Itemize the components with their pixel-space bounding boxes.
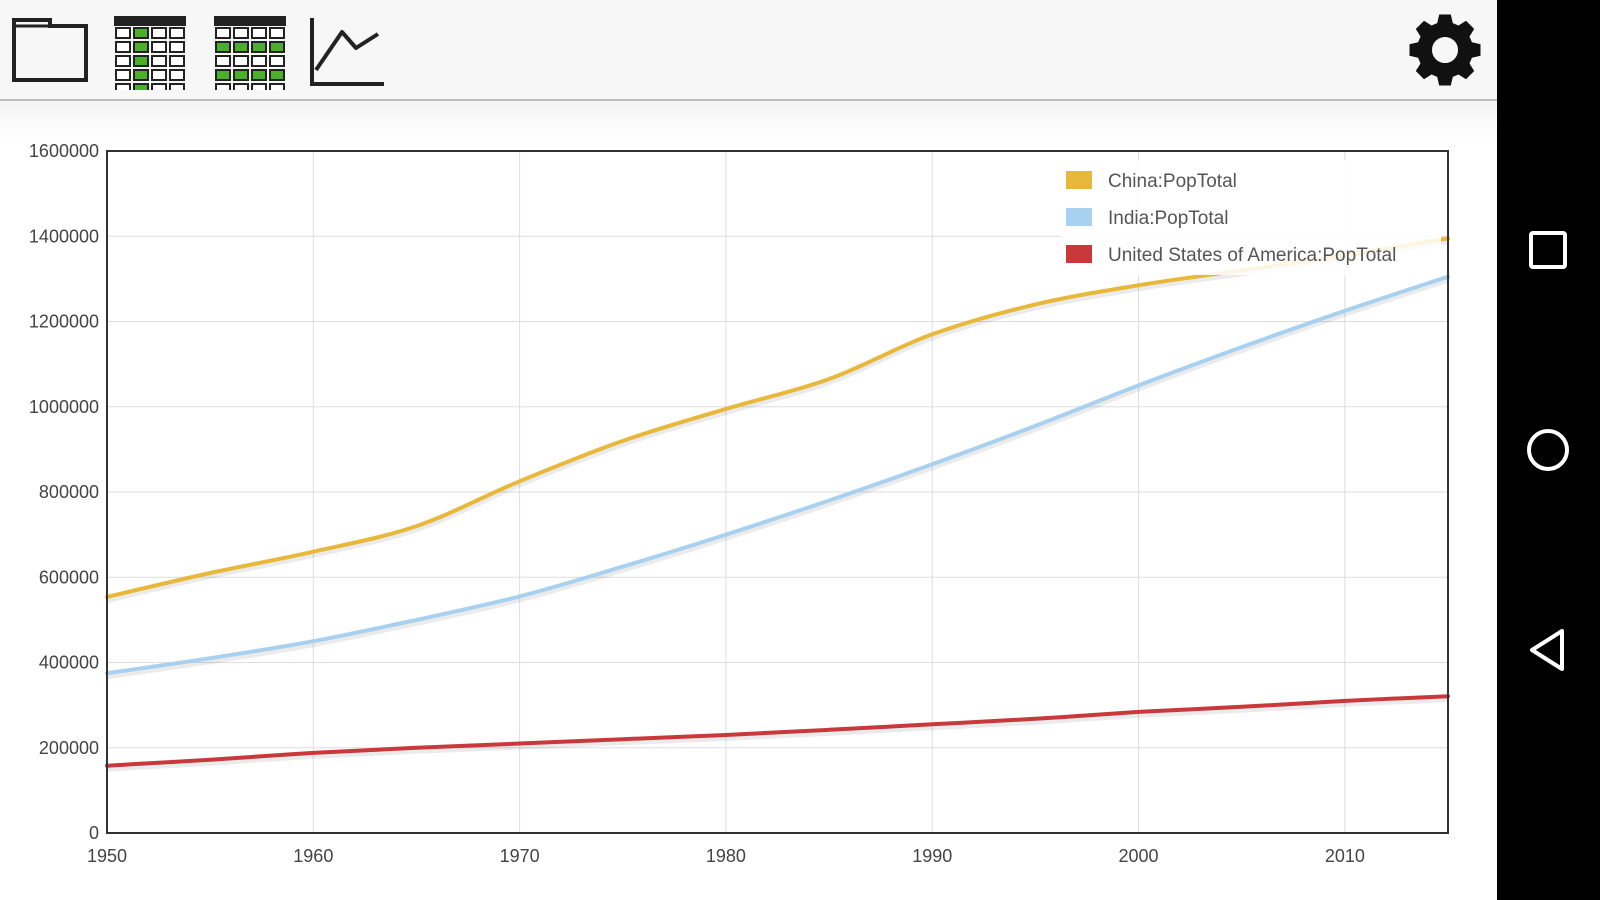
series-shadow-china-poptotal <box>106 238 1449 603</box>
table-rows-icon <box>214 16 286 90</box>
chart-series <box>105 236 1450 772</box>
plot-frame <box>106 150 1449 834</box>
series-line-india-poptotal <box>105 274 1450 676</box>
line-chart-button[interactable] <box>308 12 388 90</box>
chart-area: 1950 1960 1970 1980 1990 2000 2010 0 200000 40000… <box>0 101 1497 900</box>
y-tick-label: 1200000 <box>29 312 99 332</box>
chart-legend: China:PopTotal India:PopTotal United State… <box>1061 160 1441 275</box>
y-tick-label: 600000 <box>39 567 99 587</box>
x-tick-label: 2000 <box>1119 846 1159 866</box>
system-navigation-bar <box>1497 0 1600 900</box>
series-line-united-states-of-america-poptotal <box>105 694 1450 768</box>
population-line-chart: 1950 1960 1970 1980 1990 2000 2010 0 200000 40000… <box>29 141 1450 866</box>
table-columns-icon <box>114 16 186 90</box>
app-window: 1950 1960 1970 1980 1990 2000 2010 0 200000 40000… <box>0 0 1497 900</box>
legend-label: United States of America:PopTotal <box>1108 245 1396 266</box>
table-columns-button[interactable] <box>110 12 190 90</box>
x-tick-label: 2010 <box>1325 846 1365 866</box>
legend-label: India:PopTotal <box>1108 208 1228 229</box>
legend-swatch <box>1064 169 1094 191</box>
legend-swatch <box>1064 243 1094 265</box>
y-tick-label: 800000 <box>39 482 99 502</box>
circle-icon <box>1527 429 1569 471</box>
x-tick-label: 1950 <box>87 846 127 866</box>
content-shade <box>0 101 1497 141</box>
table-rows-button[interactable] <box>210 12 290 90</box>
legend-swatch <box>1064 206 1094 228</box>
open-folder-button[interactable] <box>10 12 90 90</box>
toolbar <box>0 0 1497 101</box>
series-shadow-united-states-of-america-poptotal <box>106 696 1449 772</box>
back-button[interactable] <box>1518 620 1578 680</box>
y-tick-label: 200000 <box>39 738 99 758</box>
x-tick-label: 1980 <box>706 846 746 866</box>
square-icon <box>1529 231 1567 269</box>
x-tick-label: 1970 <box>500 846 540 866</box>
x-tick-label: 1960 <box>293 846 333 866</box>
x-tick-label: 1990 <box>912 846 952 866</box>
series-shadow-india-poptotal <box>106 276 1449 680</box>
settings-button[interactable] <box>1405 10 1485 90</box>
line-chart-icon <box>310 18 384 86</box>
recent-apps-button[interactable] <box>1518 220 1578 280</box>
y-tick-label: 1000000 <box>29 397 99 417</box>
y-tick-label: 1400000 <box>29 226 99 246</box>
y-tick-label: 1600000 <box>29 141 99 161</box>
gear-icon <box>1409 14 1481 86</box>
legend-label: China:PopTotal <box>1108 171 1237 192</box>
axis-ticks: 1950 1960 1970 1980 1990 2000 2010 0 200000 40000… <box>29 141 1365 866</box>
home-button[interactable] <box>1518 420 1578 480</box>
legend-background <box>1061 160 1441 275</box>
folder-icon <box>12 18 88 82</box>
series-line-china-poptotal <box>105 236 1450 599</box>
triangle-back-icon <box>1530 629 1564 671</box>
y-tick-label: 400000 <box>39 653 99 673</box>
y-tick-label: 0 <box>89 823 99 843</box>
